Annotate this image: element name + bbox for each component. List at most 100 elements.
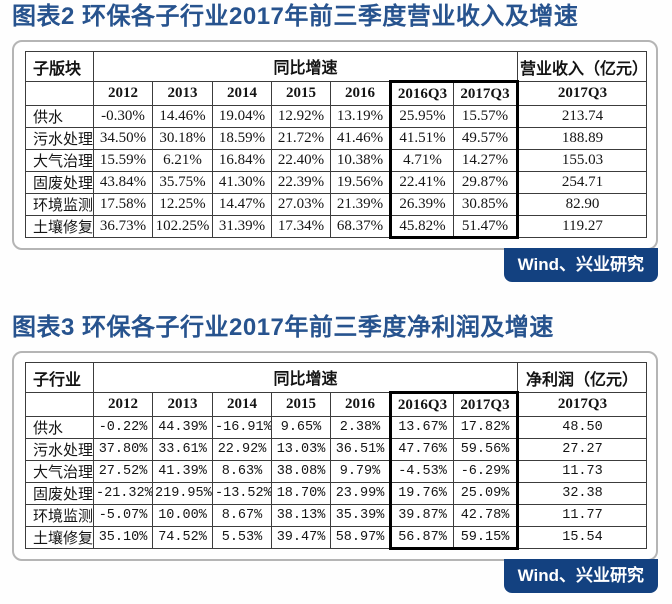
cell-value: 35.39% xyxy=(330,504,391,528)
cell-value: 39.87% xyxy=(389,504,454,528)
cell-value: 41.46% xyxy=(330,127,391,151)
table-row: 大气治理 15.59% 6.21% 16.84% 22.40% 10.38% 4.71% 14… xyxy=(25,149,647,173)
year-header-2017q3: 2017Q3 xyxy=(453,80,519,107)
cell-value: 43.84% xyxy=(93,171,153,195)
cell-value: 8.67% xyxy=(212,504,272,528)
table-row: 大气治理 27.52% 41.39% 8.63% 38.08% 9.79% -4.53% -6… xyxy=(25,460,647,484)
year-header-2016q3: 2016Q3 xyxy=(389,391,454,418)
cell-value: 13.67% xyxy=(389,416,454,440)
row-label: 环境监测 xyxy=(25,504,94,528)
year-header-row: 2012 2013 2014 2015 2016 2016Q3 2017Q3 2… xyxy=(25,80,647,107)
table-row: 环境监测 -5.07% 10.00% 8.67% 38.13% 35.39% 39.87% 4… xyxy=(25,504,647,528)
cell-value: 11.73 xyxy=(517,460,647,484)
figure-2-section: 图表2 环保各子行业2017年前三季度营业收入及增速 子版块 同比增速 营业收入… xyxy=(12,1,672,283)
cell-value: 15.54 xyxy=(517,526,647,550)
cell-value: 10.00% xyxy=(152,504,213,528)
cell-value: 119.27 xyxy=(517,215,647,239)
cell-value: 19.56% xyxy=(330,171,391,195)
year-header-2016q3: 2016Q3 xyxy=(389,80,454,107)
table-row: 固废处理 43.84% 35.75% 41.30% 22.39% 19.56% 22.41%… xyxy=(25,171,647,195)
cell-value: 25.09% xyxy=(453,482,519,506)
row-label: 固废处理 xyxy=(25,171,94,195)
cell-value: 25.95% xyxy=(389,105,454,129)
cell-value: 22.39% xyxy=(271,171,331,195)
source-badge: Wind、兴业研究 xyxy=(503,559,658,594)
row-label: 固废处理 xyxy=(25,482,94,506)
col-header-metric: 净利润（亿元） xyxy=(517,362,647,394)
cell-value: 17.82% xyxy=(453,416,519,440)
cell-value: 56.87% xyxy=(389,526,454,551)
cell-value: 17.34% xyxy=(271,215,331,239)
cell-value: 45.82% xyxy=(389,215,454,240)
cell-value: 38.13% xyxy=(271,504,331,528)
cell-value: 30.85% xyxy=(453,193,519,217)
table-row: 土壤修复 35.10% 74.52% 5.53% 39.47% 58.97% 56.87% 5… xyxy=(25,526,647,551)
cell-value: 188.89 xyxy=(517,127,647,151)
cell-value: 41.30% xyxy=(212,171,272,195)
cell-value: 27.52% xyxy=(93,460,153,484)
cell-value: 59.15% xyxy=(453,526,519,551)
year-header: 2014 xyxy=(212,392,272,418)
cell-value: 29.87% xyxy=(453,171,519,195)
col-header-growth: 同比增速 xyxy=(93,362,518,394)
cell-value: 13.03% xyxy=(271,438,331,462)
col-header-growth: 同比增速 xyxy=(93,51,518,83)
cell-value: 36.73% xyxy=(93,215,153,239)
cell-value: 219.95% xyxy=(152,482,213,506)
cell-value: 21.72% xyxy=(271,127,331,151)
cell-value: 18.59% xyxy=(212,127,272,151)
cell-value: 2.38% xyxy=(330,416,391,440)
cell-value: 37.80% xyxy=(93,438,153,462)
cell-value: 9.65% xyxy=(271,416,331,440)
figure-3-section: 图表3 环保各子行业2017年前三季度净利润及增速 子行业 同比增速 净利润（亿… xyxy=(12,312,672,594)
table-row: 污水处理 37.80% 33.61% 22.92% 13.03% 36.51% 47.76%… xyxy=(25,438,647,462)
cell-value: 155.03 xyxy=(517,149,647,173)
cell-value: -5.07% xyxy=(93,504,153,528)
cell-value: 58.97% xyxy=(330,526,391,550)
value-year-header: 2017Q3 xyxy=(517,81,647,107)
cell-value: 23.99% xyxy=(330,482,391,506)
row-label: 供水 xyxy=(25,416,94,440)
cell-value: 8.63% xyxy=(212,460,272,484)
table-row: 固废处理 -21.32% 219.95% -13.52% 18.70% 23.99% 19.… xyxy=(25,482,647,506)
source-badge: Wind、兴业研究 xyxy=(503,248,658,283)
cell-value: 68.37% xyxy=(330,215,391,239)
col-header-sector: 子行业 xyxy=(25,362,94,394)
year-header: 2014 xyxy=(212,81,272,107)
cell-value: 48.50 xyxy=(517,416,647,440)
cell-value: 5.53% xyxy=(212,526,272,550)
cell-value: 14.27% xyxy=(453,149,519,173)
table-row: 供水 -0.22% 44.39% -16.91% 9.65% 2.38% 13.67% 17.… xyxy=(25,416,647,440)
cell-value: 49.57% xyxy=(453,127,519,151)
empty-header-cell xyxy=(25,392,94,418)
cell-value: 10.38% xyxy=(330,149,391,173)
cell-value: 35.75% xyxy=(152,171,213,195)
cell-value: 27.27 xyxy=(517,438,647,462)
figure-2-table-card: 子版块 同比增速 营业收入（亿元） 2012 2013 2014 2015 20… xyxy=(12,40,658,283)
cell-value: 41.39% xyxy=(152,460,213,484)
cell-value: 35.10% xyxy=(93,526,153,550)
cell-value: 15.59% xyxy=(93,149,153,173)
cell-value: 12.25% xyxy=(152,193,213,217)
cell-value: 22.40% xyxy=(271,149,331,173)
cell-value: -4.53% xyxy=(389,460,454,484)
cell-value: 31.39% xyxy=(212,215,272,239)
row-label: 土壤修复 xyxy=(25,526,94,550)
cell-value: 51.47% xyxy=(453,215,519,240)
value-year-header: 2017Q3 xyxy=(517,392,647,418)
table-row: 污水处理 34.50% 30.18% 18.59% 21.72% 41.46% 41.51%… xyxy=(25,127,647,151)
cell-value: 19.04% xyxy=(212,105,272,129)
cell-value: -21.32% xyxy=(93,482,153,506)
cell-value: 22.92% xyxy=(212,438,272,462)
cell-value: 22.41% xyxy=(389,171,454,195)
row-label: 大气治理 xyxy=(25,149,94,173)
row-label: 污水处理 xyxy=(25,127,94,151)
cell-value: 13.19% xyxy=(330,105,391,129)
cell-value: -0.30% xyxy=(93,105,153,129)
row-label: 土壤修复 xyxy=(25,215,94,239)
cell-value: 11.77 xyxy=(517,504,647,528)
revenue-growth-table: 子版块 同比增速 营业收入（亿元） 2012 2013 2014 2015 20… xyxy=(25,51,647,240)
cell-value: 33.61% xyxy=(152,438,213,462)
cell-value: -6.29% xyxy=(453,460,519,484)
year-header: 2013 xyxy=(152,392,213,418)
